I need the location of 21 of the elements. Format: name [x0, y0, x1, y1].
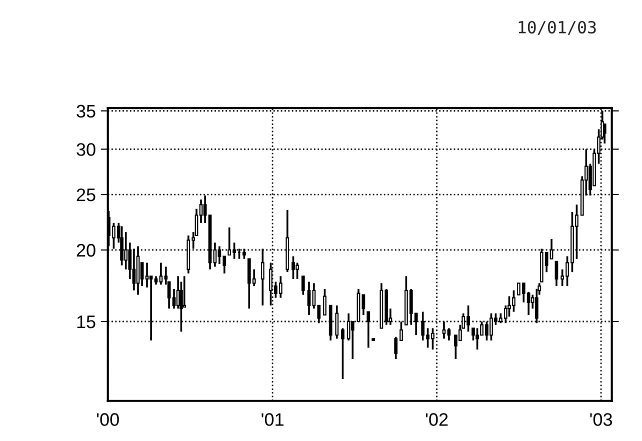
candlestick — [145, 262, 149, 288]
candlestick — [447, 327, 451, 342]
candlestick — [301, 275, 305, 296]
candlestick — [394, 336, 398, 360]
x-tick-label: '02 — [426, 413, 448, 426]
chart-title: 10/01/03 — [518, 20, 596, 35]
y-tick-label: 20 — [76, 244, 96, 257]
x-tick-label: '01 — [262, 413, 284, 426]
y-tick-label: 25 — [76, 188, 96, 202]
x-tick-label: '03 — [590, 413, 612, 426]
candlestick — [323, 288, 326, 316]
candlestick — [296, 262, 299, 280]
y-tick-label: 35 — [76, 104, 96, 118]
y-tick-label: 15 — [77, 316, 96, 328]
candlestick — [292, 255, 295, 280]
candlestick — [341, 327, 344, 380]
candlestick — [307, 280, 311, 316]
candlestick — [554, 260, 558, 287]
x-tick-label: '00 — [97, 413, 119, 426]
y-tick-label: 30 — [76, 143, 96, 156]
candlestick — [172, 288, 176, 310]
